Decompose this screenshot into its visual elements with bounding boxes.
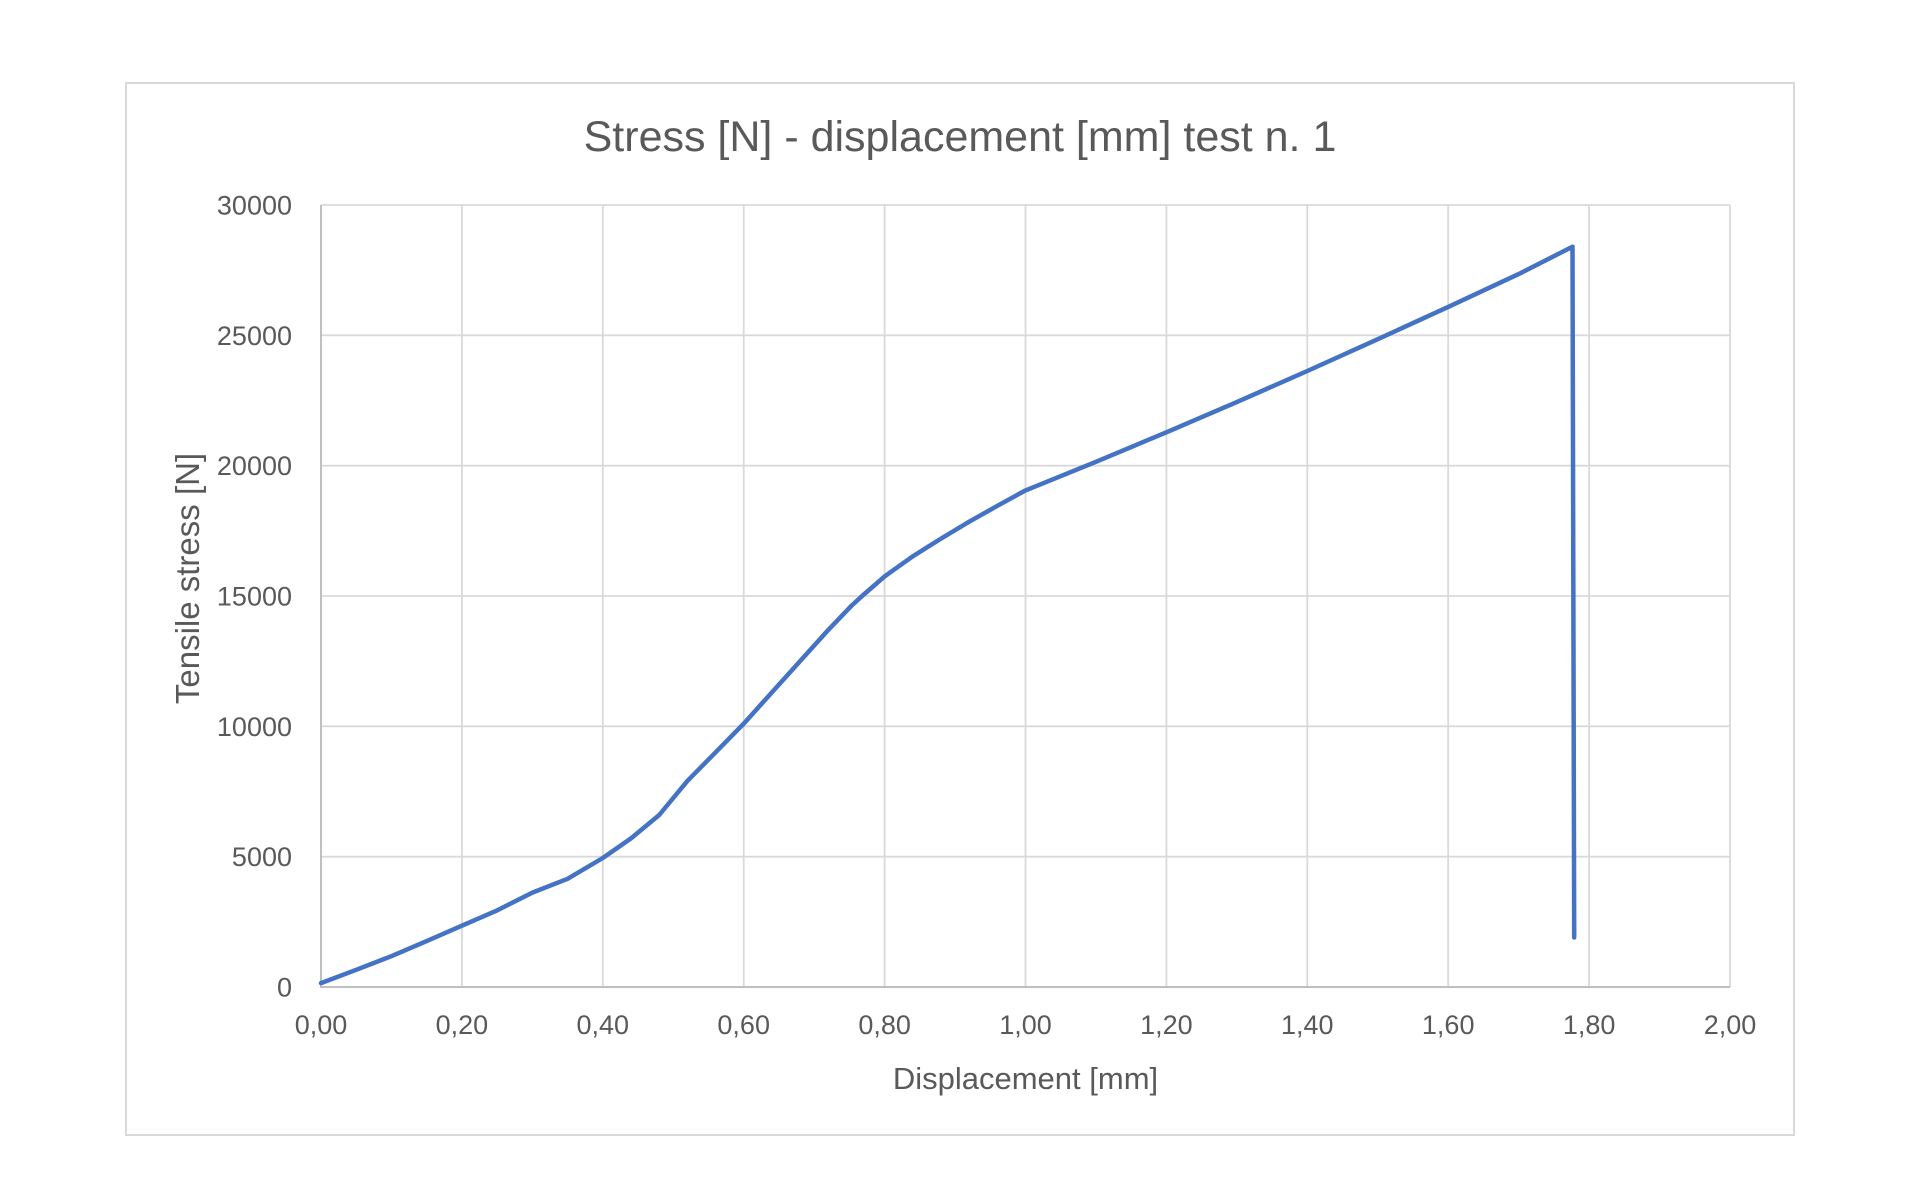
svg-text:20000: 20000	[217, 451, 292, 481]
svg-text:0,60: 0,60	[717, 1010, 770, 1040]
svg-text:5000: 5000	[232, 842, 292, 872]
svg-text:Displacement [mm]: Displacement [mm]	[893, 1061, 1158, 1096]
svg-text:1,00: 1,00	[999, 1010, 1052, 1040]
svg-text:Stress [N] - displacement [mm]: Stress [N] - displacement [mm] test n. 1	[584, 113, 1337, 161]
svg-text:15000: 15000	[217, 582, 292, 612]
svg-text:1,60: 1,60	[1422, 1010, 1475, 1040]
svg-text:25000: 25000	[217, 321, 292, 351]
svg-text:2,00: 2,00	[1704, 1010, 1757, 1040]
svg-text:0,00: 0,00	[295, 1010, 348, 1040]
svg-text:0,80: 0,80	[858, 1010, 911, 1040]
svg-text:10000: 10000	[217, 712, 292, 742]
svg-text:0,20: 0,20	[436, 1010, 489, 1040]
svg-text:0,40: 0,40	[577, 1010, 630, 1040]
svg-text:1,80: 1,80	[1563, 1010, 1616, 1040]
svg-text:1,40: 1,40	[1281, 1010, 1334, 1040]
svg-text:0: 0	[277, 973, 292, 1003]
svg-text:30000: 30000	[217, 191, 292, 221]
svg-text:Tensile stress [N]: Tensile stress [N]	[169, 453, 206, 704]
svg-text:1,20: 1,20	[1140, 1010, 1193, 1040]
